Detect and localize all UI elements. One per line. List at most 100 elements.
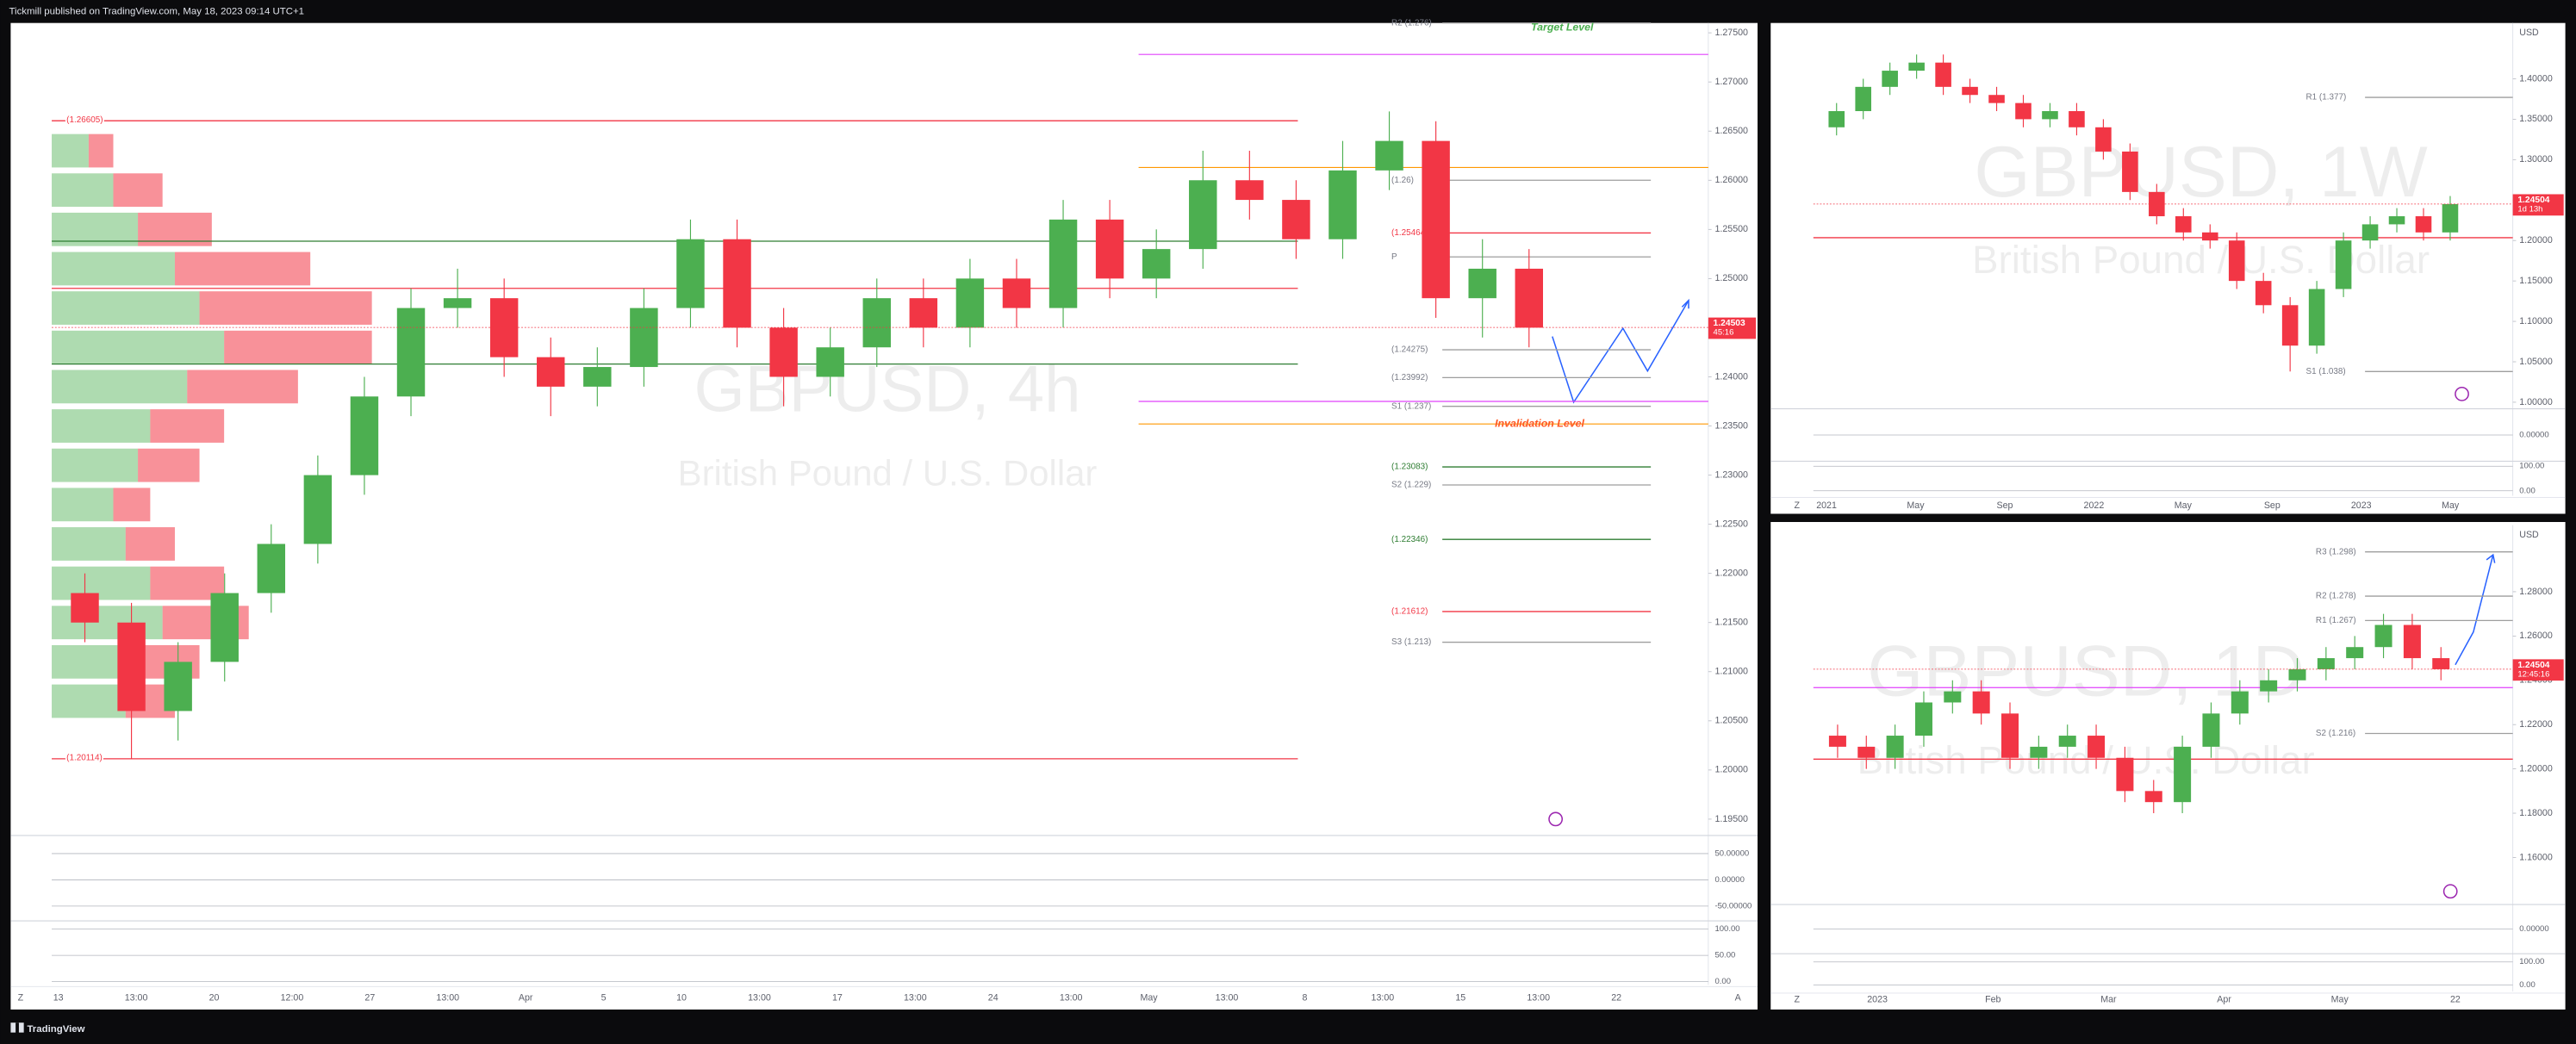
price-value: 1.24504 [2517,661,2549,670]
candle-body [1375,140,1403,171]
x-tick-label: Feb [1985,994,2000,1004]
main-panel [10,22,1758,1010]
y-tick-label: 1.10000 [2519,316,2553,326]
level-label: S2 (1.229) [1391,481,1431,490]
level-label: (1.23992) [1391,373,1428,382]
annotation: Target Level [1531,22,1594,34]
x-tick-label: Mar [2100,994,2117,1004]
candle-body [1962,86,1978,96]
price-tag [2512,194,2564,216]
level-label: R3 (1.298) [2316,547,2356,556]
profile-buy [52,173,114,208]
candle-body [2432,658,2450,669]
zone-label: (1.26605) [66,115,103,125]
candle-body [2374,625,2392,648]
profile-buy [52,527,126,561]
indicator-tick-label: 0.00000 [1714,875,1744,885]
profile-buy [52,684,126,718]
level-label: R2 (1.276) [1391,18,1432,28]
x-tick-label: 10 [676,992,687,1003]
candle-body [1515,268,1543,328]
level-label: R1 (1.267) [2316,616,2356,625]
candle-body [2174,746,2192,803]
x-tick-label: 13 [53,992,64,1003]
profile-buy [52,252,175,286]
y-tick-label: 1.25000 [1714,273,1748,283]
level-label: P [1391,252,1397,262]
candle-body [1908,62,1925,71]
candle-body [2335,240,2352,289]
price-countdown: 1d 13h [2517,205,2542,214]
x-tick-label: 13:00 [1372,992,1395,1003]
y-tick-label: 1.00000 [2519,397,2553,407]
scale-button[interactable]: Z [1794,994,1800,1004]
profile-buy [52,330,225,364]
scale-button[interactable]: A [1735,992,1742,1003]
candle-body [1914,702,1932,736]
candle-body [723,239,751,328]
y-tick-label: 1.18000 [2519,808,2553,818]
candle-body [164,662,192,712]
indicator-tick-label: 0.00000 [2519,431,2548,440]
y-tick-label: 1.16000 [2519,852,2553,862]
x-tick-label: 22 [1611,992,1621,1003]
candle-body [2231,691,2249,714]
profile-sell [138,212,212,246]
candle-body [71,593,99,623]
y-tick-label: 1.26000 [2519,631,2553,641]
zone-label: (1.20114) [66,754,103,763]
candle-body [2308,289,2325,346]
price-countdown: 12:45:16 [2517,669,2549,679]
profile-buy [52,370,188,404]
unit-label: USD [2519,28,2539,38]
candle-body [816,347,844,377]
candle-body [2317,658,2335,669]
projection-arrow [1552,300,1689,404]
indicator-tick-label: 100.00 [1714,924,1739,934]
scale-button[interactable]: Z [18,992,24,1003]
arrow-head [2486,553,2496,563]
x-tick-label: 2021 [1816,500,1837,511]
x-tick-label: 13:00 [1060,992,1083,1003]
candle-body [443,298,472,308]
profile-buy [52,409,151,443]
candle-body [2361,224,2379,241]
candle-body [2260,680,2278,692]
candle-body [350,396,379,475]
y-tick-label: 1.27500 [1714,28,1748,38]
candle-body [955,278,985,328]
candle-body [1422,140,1450,299]
candle-body [1142,249,1171,279]
profile-sell [138,448,200,482]
profile-sell [150,409,225,443]
x-tick-label: 12:00 [281,992,304,1003]
scale-button[interactable]: Z [1794,500,1800,511]
candle-body [1828,111,1845,127]
y-tick-label: 1.05000 [2519,357,2553,367]
level-label: (1.26) [1391,176,1414,185]
unit-label: USD [2519,530,2539,540]
candle-body [1935,62,1951,87]
candle-body [2281,305,2299,346]
x-tick-label: 2023 [1867,994,1888,1004]
candle-body [1048,219,1078,308]
watermark-title: GBPUSD, 4h [694,352,1081,426]
profile-buy [52,566,151,600]
candle-body [210,593,239,662]
candle-body [2415,216,2432,233]
x-tick-label: 20 [209,992,220,1003]
level-label: (1.21612) [1391,607,1428,617]
candle-body [1235,180,1264,201]
x-tick-label: 2023 [2351,500,2372,511]
y-tick-label: 1.30000 [2519,154,2553,165]
candle-body [2144,791,2162,803]
candle-body [2346,647,2364,659]
indicator-tick-label: 0.00 [1714,977,1731,986]
price-value: 1.24503 [1714,319,1745,328]
y-tick-label: 1.26500 [1714,126,1748,136]
level-label: R2 (1.278) [2316,592,2356,601]
weekly-panel [1770,22,2566,514]
profile-sell [199,291,372,325]
candle-body [2149,191,2165,217]
profile-sell [88,134,114,168]
